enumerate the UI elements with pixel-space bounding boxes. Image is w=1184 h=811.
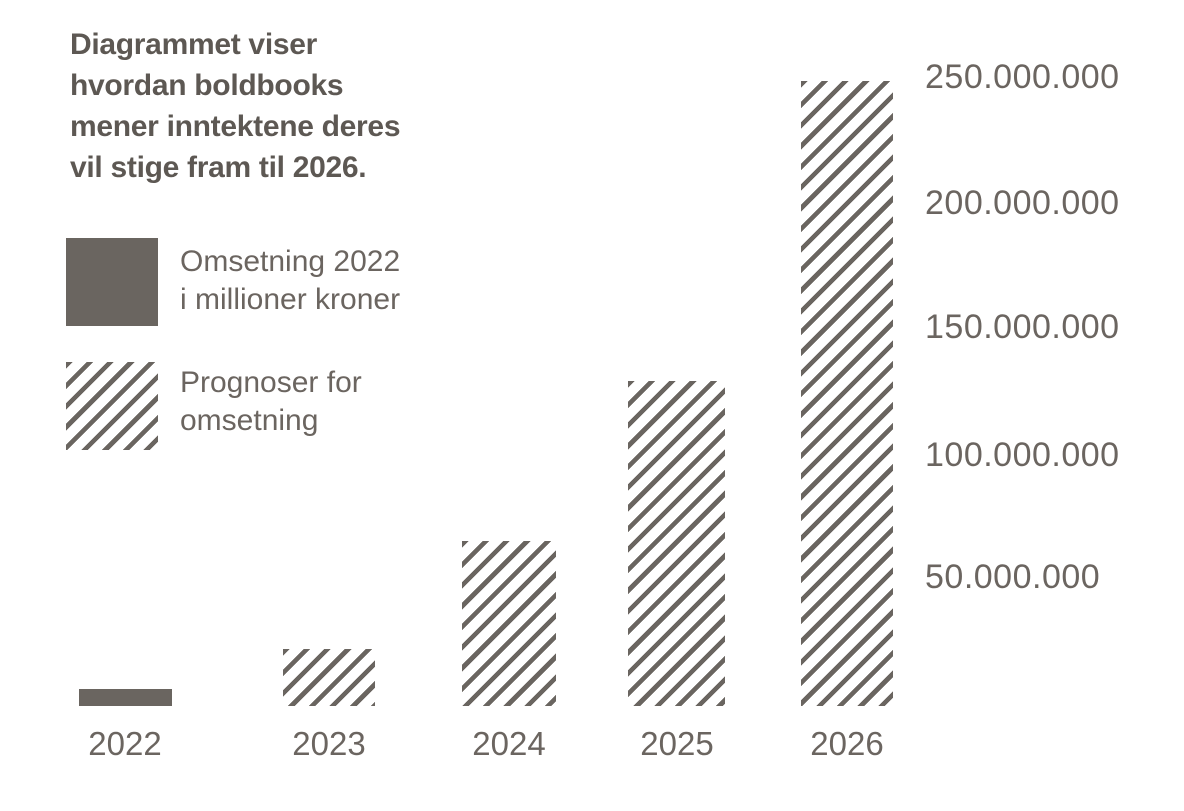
legend-label-line: Omsetning 2022 (180, 245, 401, 278)
bar-2023 (283, 648, 375, 706)
chart-title-line: Diagrammet viser (70, 28, 317, 61)
y-axis-label: 250.000.000 (925, 58, 1120, 96)
legend-hatch-swatch (66, 362, 158, 450)
bar-2026 (801, 81, 893, 706)
chart-title-line: hvordan boldbooks (70, 69, 344, 102)
legend-label-line: omsetning (180, 404, 319, 437)
y-axis-label: 150.000.000 (925, 308, 1120, 346)
chart-title-line: mener inntektene deres (70, 110, 401, 143)
x-axis-label: 2025 (640, 725, 714, 762)
x-axis-label: 2026 (810, 725, 884, 762)
legend-label-prognoser: Prognoser for omsetning (180, 364, 362, 440)
y-axis-label: 50.000.000 (925, 558, 1101, 596)
legend-solid-swatch (66, 238, 158, 326)
legend-label-omsetning-2022: Omsetning 2022 i millioner kroner (180, 243, 400, 319)
bar-2024 (462, 541, 556, 706)
chart-title: Diagrammet viser hvordan boldbooks mener… (70, 24, 401, 188)
bar-2022 (79, 688, 172, 706)
x-axis-label: 2024 (472, 725, 546, 762)
chart-title-line: vil stige fram til 2026. (70, 151, 367, 184)
legend-label-line: Prognoser for (180, 366, 362, 399)
x-axis-label: 2022 (88, 725, 162, 762)
x-axis-label: 2023 (292, 725, 366, 762)
y-axis-label: 100.000.000 (925, 436, 1120, 474)
y-axis-label: 200.000.000 (925, 184, 1120, 222)
bar-2025 (628, 381, 725, 706)
legend-label-line: i millioner kroner (180, 283, 401, 316)
